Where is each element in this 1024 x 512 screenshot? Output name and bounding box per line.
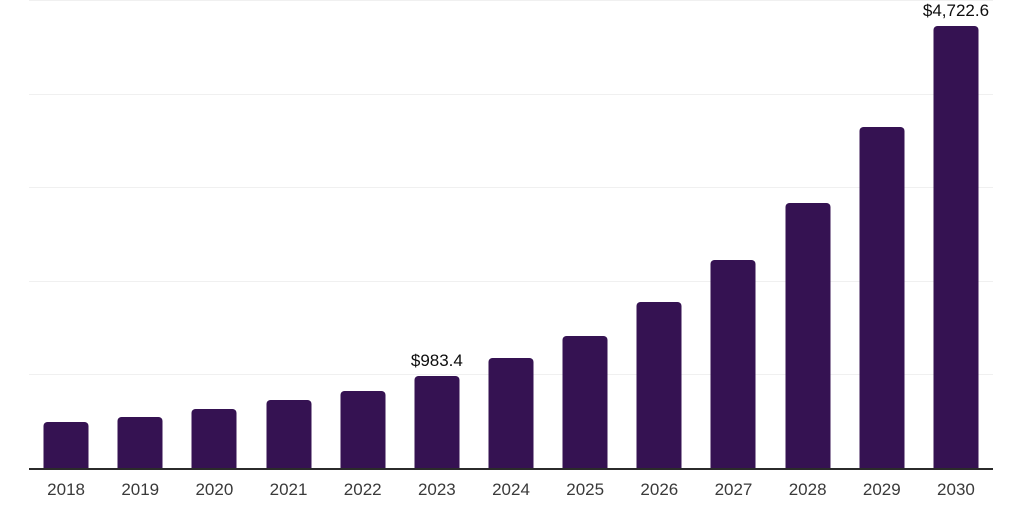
plot-area: $983.4 $4,722.6 xyxy=(29,0,993,470)
x-axis-line xyxy=(29,468,993,470)
bar-slot-2018 xyxy=(29,0,103,468)
bar-2019 xyxy=(117,416,163,468)
bar-2018 xyxy=(43,421,89,468)
gridline-3000 xyxy=(29,187,993,189)
x-axis-label-2026: 2026 xyxy=(640,480,679,499)
bar-slot-2026 xyxy=(622,0,696,468)
bar-slot-2030: $4,722.6 xyxy=(919,0,993,468)
bar-value-label-2030: $4,722.6 xyxy=(922,0,990,20)
x-axis-label-2019: 2019 xyxy=(121,480,160,499)
bar-slot-2029 xyxy=(845,0,919,468)
bar-slot-2024 xyxy=(474,0,548,468)
bar-2027 xyxy=(710,260,756,468)
x-axis-label-2025: 2025 xyxy=(566,480,605,499)
bar-slot-2022 xyxy=(326,0,400,468)
bar-slot-2025 xyxy=(548,0,622,468)
x-axis-label-2028: 2028 xyxy=(788,480,827,499)
x-axis-label-2020: 2020 xyxy=(195,480,234,499)
x-axis-label-2029: 2029 xyxy=(862,480,901,499)
x-axis-label-2022: 2022 xyxy=(343,480,382,499)
bar-slot-2028 xyxy=(771,0,845,468)
bar-2026 xyxy=(636,302,682,468)
x-axis-label-2021: 2021 xyxy=(269,480,308,499)
x-axis-label-2024: 2024 xyxy=(492,480,530,499)
x-axis-label-2023: 2023 xyxy=(417,480,456,499)
x-axis-label-2018: 2018 xyxy=(47,480,85,499)
bar-slot-2021 xyxy=(251,0,325,468)
bar-2023 xyxy=(414,375,460,468)
x-axis-label-2027: 2027 xyxy=(714,480,753,499)
gridline-2000 xyxy=(29,280,993,282)
bar-2025 xyxy=(562,335,608,468)
bar-2030 xyxy=(933,25,979,468)
bar-2022 xyxy=(340,391,386,468)
bar-value-label-2023: $983.4 xyxy=(410,350,463,370)
bars-container: $983.4 $4,722.6 xyxy=(29,0,993,468)
bar-slot-2027 xyxy=(696,0,770,468)
bar-2028 xyxy=(785,203,831,468)
bar-slot-2020 xyxy=(177,0,251,468)
bar-slot-2023: $983.4 xyxy=(400,0,474,468)
x-axis-label-2030: 2030 xyxy=(937,480,975,499)
gridline-4000 xyxy=(29,93,993,95)
bar-2029 xyxy=(859,126,905,468)
bar-2024 xyxy=(488,358,534,468)
gridline-5000 xyxy=(29,0,993,1)
bar-2021 xyxy=(266,399,312,468)
x-axis-tick-labels: 2018 2019 2020 2021 2022 2023 2024 2025 2026 2027… xyxy=(29,470,993,512)
bar-slot-2019 xyxy=(103,0,177,468)
bar-2020 xyxy=(191,408,237,468)
